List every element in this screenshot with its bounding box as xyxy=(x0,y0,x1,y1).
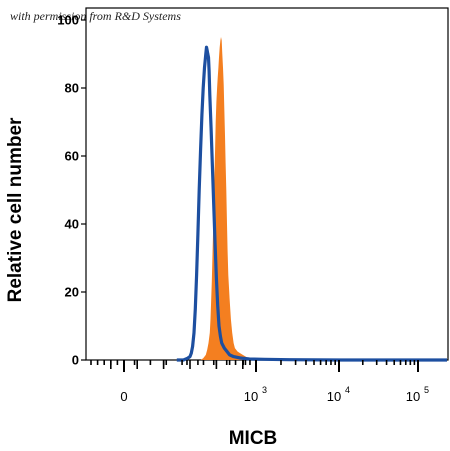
x-tick-exponent: 4 xyxy=(345,385,350,395)
plot-area xyxy=(85,7,449,361)
series-outline-histogram xyxy=(176,45,447,362)
y-axis-title: Relative cell number xyxy=(5,117,26,302)
y-tick-label: 100 xyxy=(57,13,79,28)
credit-text: with permission from R&D Systems xyxy=(10,9,181,23)
y-tick-label: 20 xyxy=(65,285,79,300)
y-tick-label: 60 xyxy=(65,149,79,164)
y-tick-label: 40 xyxy=(65,217,79,232)
y-tick-label: 0 xyxy=(72,353,79,368)
plot-frame-border xyxy=(85,7,449,361)
x-tick-exponent: 3 xyxy=(262,385,267,395)
x-tick-label: 10 xyxy=(406,389,420,404)
series-filled-histogram xyxy=(200,37,256,360)
x-tick-label: 0 xyxy=(120,389,127,404)
x-tick-exponent: 5 xyxy=(424,385,429,395)
x-tick-label: 10 xyxy=(244,389,258,404)
x-tick-label: 10 xyxy=(327,389,341,404)
y-tick-label: 80 xyxy=(65,81,79,96)
axis-layer: 0 20 40 60 80 100 0 10 3 10 4 10 5 xyxy=(57,13,429,405)
x-axis-title: MICB xyxy=(229,428,278,449)
series-layer xyxy=(176,37,447,362)
